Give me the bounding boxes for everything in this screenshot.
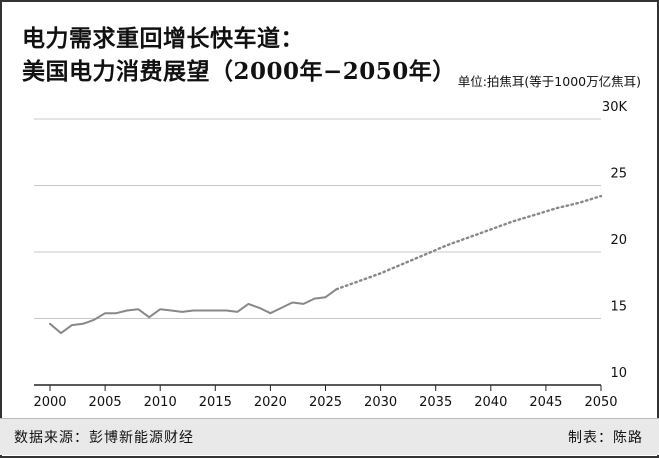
x-tick-label: 2020	[254, 395, 287, 410]
forecast-series-line	[335, 194, 603, 291]
x-tick-label: 2025	[309, 395, 342, 410]
series-lines	[49, 194, 603, 335]
unit-note: 单位:拍焦耳(等于1000万亿焦耳)	[457, 74, 641, 89]
y-tick-label: 15	[610, 300, 627, 315]
y-tick-label: 20	[610, 233, 627, 248]
x-tick-label: 2040	[474, 395, 507, 410]
x-tick-label: 2030	[364, 395, 397, 410]
y-axis-tick-labels: 10 15 20 25 30K	[602, 100, 628, 381]
title-line-1: 电力需求重回增长快车道：	[22, 25, 304, 52]
x-tick-label: 2005	[89, 395, 122, 410]
title-line-2: 美国电力消费展望（2000年−2050年）	[22, 58, 456, 85]
chart-title: 电力需求重回增长快车道： 美国电力消费展望（2000年−2050年）	[22, 22, 456, 88]
x-tick-label: 2010	[144, 395, 177, 410]
y-tick-label: 30K	[602, 100, 628, 115]
x-tick-label: 2050	[584, 395, 617, 410]
footer-bar: 数据来源：彭博新能源财经 制表：陈路	[0, 418, 659, 455]
y-tick-label: 25	[610, 167, 627, 182]
source-credit: 数据来源：彭博新能源财经	[14, 430, 194, 446]
x-tick-label: 2000	[33, 395, 66, 410]
x-axis-tick-labels: 2000 2005 2010 2015 2020 2025 2030 2035 2040 2045…	[33, 395, 617, 410]
x-tick-label: 2035	[419, 395, 452, 410]
gridlines	[34, 118, 601, 319]
x-tick-label: 2015	[199, 395, 232, 410]
historical-series-line	[49, 288, 338, 335]
y-tick-label: 10	[610, 366, 627, 381]
x-axis	[34, 384, 602, 391]
author-credit: 制表：陈路	[568, 430, 643, 446]
x-tick-label: 2045	[529, 395, 562, 410]
